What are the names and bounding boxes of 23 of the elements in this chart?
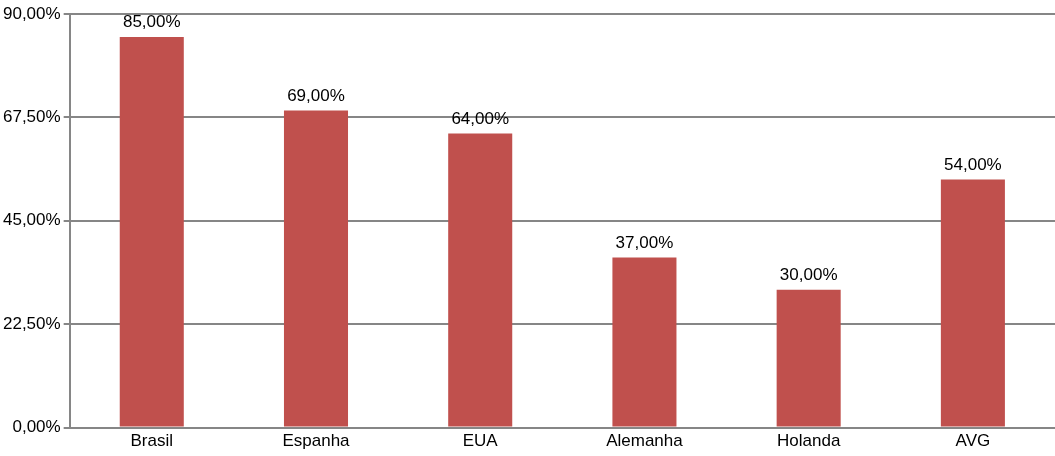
y-tick-label: 67,50% [2,107,61,127]
x-tick-label: Espanha [282,431,351,451]
x-tick-label: Brasil [130,431,174,451]
x-tick-label: Holanda [777,431,841,451]
x-tick-label: EUA [462,431,499,451]
x-tick-label: AVG [955,431,991,451]
data-label: 69,00% [287,85,345,105]
bar [776,289,841,427]
data-label: 85,00% [122,12,181,32]
data-label: 64,00% [451,108,510,128]
bar [119,36,184,427]
bar [612,257,677,427]
data-label: 37,00% [615,232,674,252]
x-tick-label: Alemanha [606,431,684,451]
data-label: 30,00% [779,264,838,284]
y-tick-label: 45,00% [2,210,61,230]
data-label: 54,00% [944,154,1002,174]
bar [448,133,513,427]
y-tick-label: 22,50% [2,313,61,333]
bar [283,110,349,427]
y-tick-label: 90,00% [2,3,61,23]
bar [940,179,1005,427]
y-tick-label: 0,00% [12,417,61,437]
